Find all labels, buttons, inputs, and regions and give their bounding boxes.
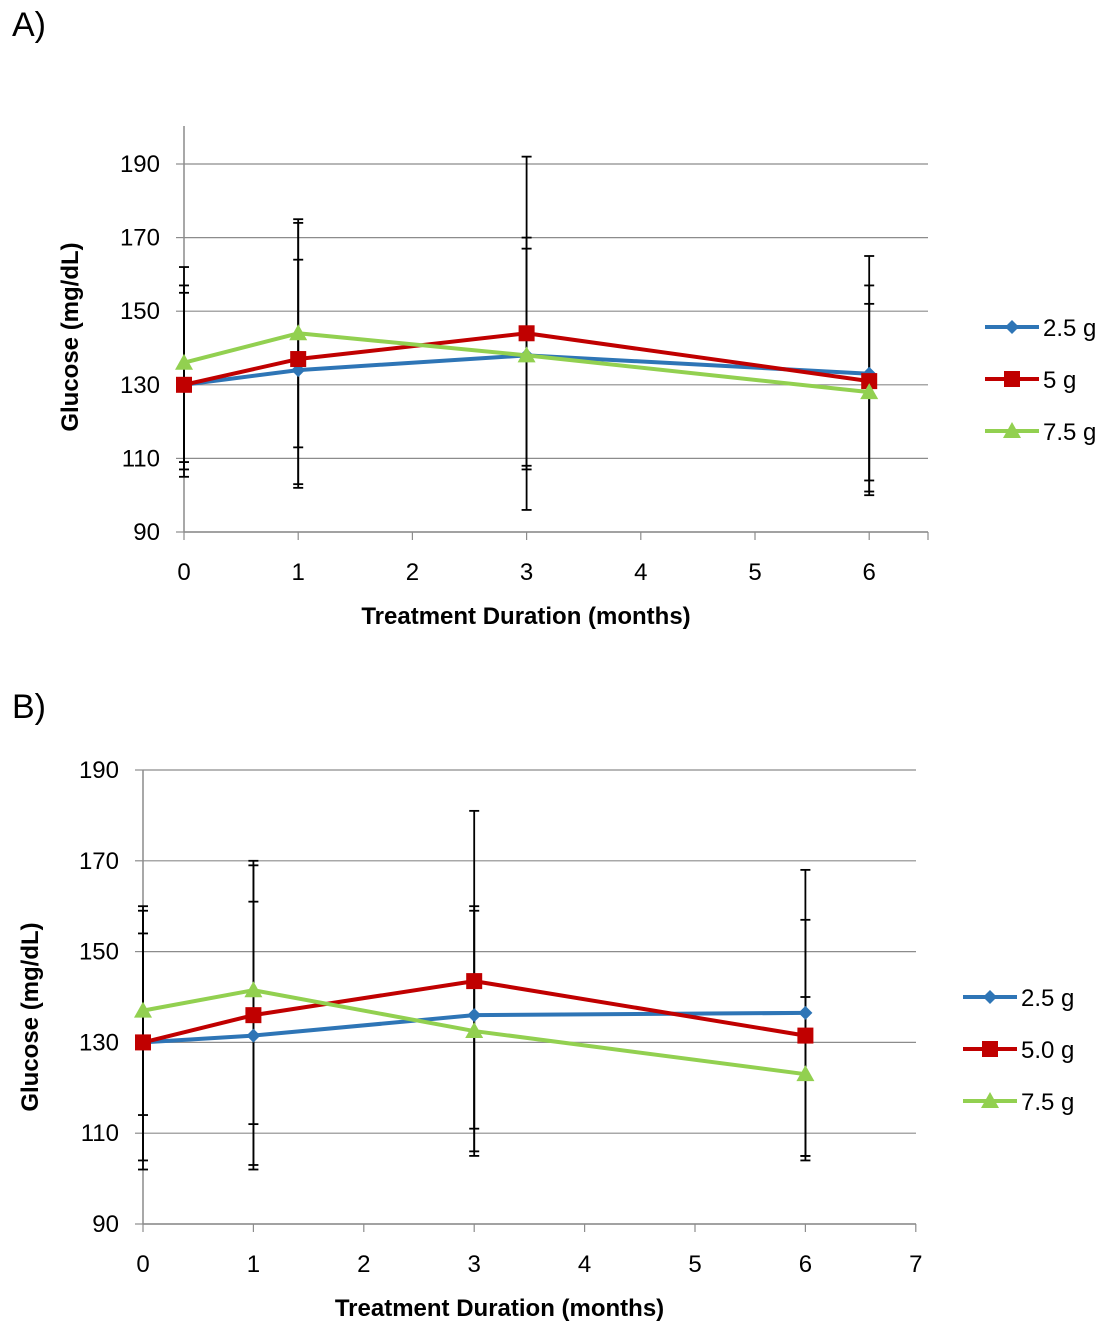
x-tick-label: 3 <box>520 559 533 586</box>
x-tick-label: 5 <box>688 1251 701 1278</box>
x-tick-label: 1 <box>292 559 305 586</box>
y-tick-label: 190 <box>120 151 160 178</box>
series-line-2 <box>183 331 870 395</box>
legend-marker <box>982 1041 998 1057</box>
data-point-2 <box>244 981 263 998</box>
chart-b: 90 110 130 150 170 190 0 1 2 3 4 5 6 7 Treatment Durat… <box>17 757 1074 1322</box>
y-tick-label: 110 <box>81 1120 119 1147</box>
data-point-1 <box>176 376 192 393</box>
y-tick-label: 110 <box>122 445 160 472</box>
data-point-1 <box>245 1007 262 1024</box>
legend-marker <box>1005 320 1019 334</box>
legend-label: 7.5 g <box>1021 1089 1074 1116</box>
data-point-0 <box>467 1008 482 1023</box>
panel-a-label: A) <box>12 6 46 44</box>
y-tick-label: 150 <box>79 939 119 966</box>
data-point-2 <box>796 1065 815 1082</box>
series-line-0 <box>183 353 870 387</box>
legend-label: 5.0 g <box>1021 1037 1074 1064</box>
y-tick-label: 90 <box>133 519 160 546</box>
data-point-2 <box>465 1022 484 1039</box>
legend-marker <box>983 990 997 1004</box>
x-tick-label: 3 <box>468 1251 481 1278</box>
x-axis-title: Treatment Duration (months) <box>335 1295 664 1322</box>
x-tick-label: 2 <box>357 1251 370 1278</box>
x-tick-label: 7 <box>909 1251 922 1278</box>
data-point-1 <box>797 1027 814 1044</box>
y-axis-title: Glucose (mg/dL) <box>57 242 84 431</box>
x-tick-label: 2 <box>406 559 419 586</box>
x-tick-label: 6 <box>799 1251 812 1278</box>
data-point-2 <box>134 1001 152 1018</box>
y-tick-label: 130 <box>120 372 160 399</box>
x-tick-label: 4 <box>578 1251 591 1278</box>
y-axis-title: Glucose (mg/dL) <box>17 922 44 1111</box>
x-tick-label: 0 <box>177 559 190 586</box>
y-tick-label: 170 <box>79 848 119 875</box>
data-point-0 <box>798 1005 813 1020</box>
data-point-2 <box>517 346 536 363</box>
y-tick-label: 130 <box>79 1029 119 1056</box>
y-tick-label: 90 <box>92 1211 119 1238</box>
data-point-2 <box>860 383 879 400</box>
series-line-1 <box>142 979 806 1045</box>
y-tick-label: 170 <box>120 225 160 252</box>
data-point-1 <box>290 351 307 368</box>
data-point-2 <box>289 324 308 341</box>
data-point-0 <box>246 1028 261 1043</box>
legend-label: 2.5 g <box>1043 315 1096 342</box>
legend-marker <box>1003 422 1021 438</box>
y-tick-label: 150 <box>120 298 160 325</box>
legend-marker <box>1004 371 1020 387</box>
x-tick-label: 6 <box>863 559 876 586</box>
data-point-1 <box>518 325 535 342</box>
legend-label: 2.5 g <box>1021 985 1074 1012</box>
x-axis-title: Treatment Duration (months) <box>361 603 690 630</box>
data-point-1 <box>135 1034 151 1051</box>
series-line-2 <box>142 988 806 1077</box>
data-point-2 <box>175 353 193 370</box>
data-point-1 <box>466 973 483 990</box>
x-tick-label: 4 <box>634 559 647 586</box>
legend-marker <box>981 1092 999 1108</box>
legend-label: 7.5 g <box>1043 419 1096 446</box>
chart-a: 90 110 130 150 170 190 0 1 2 3 4 5 6 Treatment Durati… <box>57 126 1096 630</box>
series-line-0 <box>142 1010 806 1045</box>
x-tick-label: 1 <box>247 1251 260 1278</box>
x-tick-label: 0 <box>136 1251 149 1278</box>
panel-b-label: B) <box>12 688 46 726</box>
data-point-1 <box>861 373 878 390</box>
x-tick-label: 5 <box>748 559 761 586</box>
y-tick-label: 190 <box>79 757 119 784</box>
legend-label: 5 g <box>1043 367 1076 394</box>
